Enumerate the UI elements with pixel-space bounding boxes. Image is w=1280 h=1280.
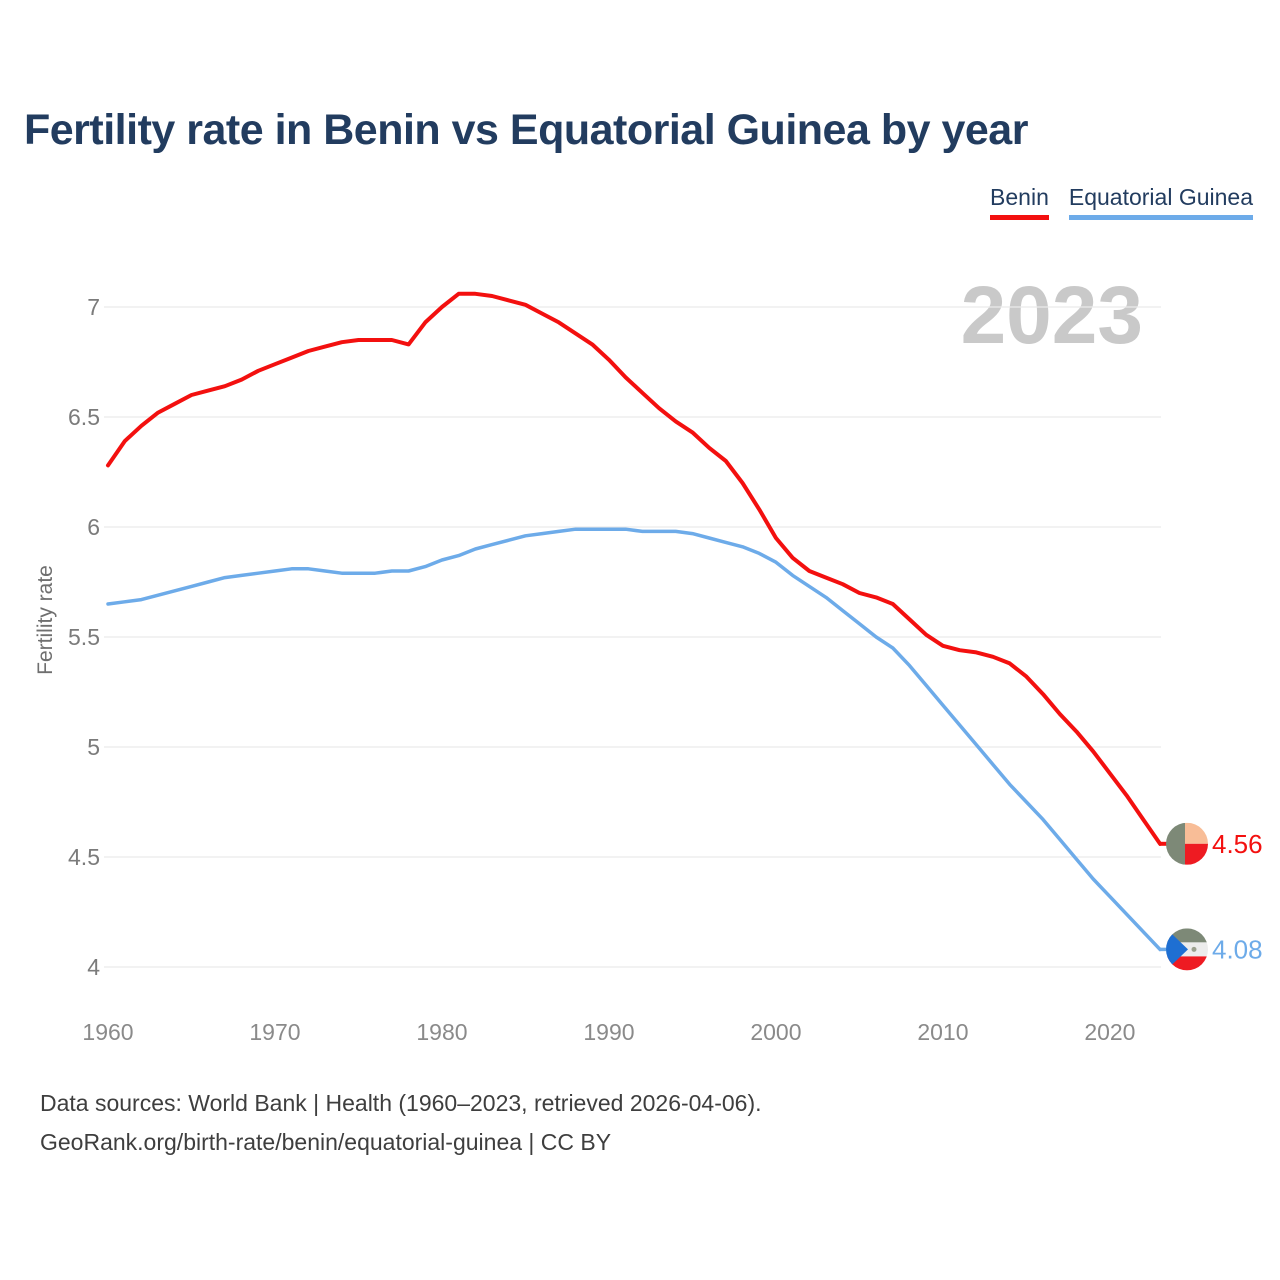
watermark-year: 2023 [961, 270, 1143, 361]
x-tick-label: 2010 [917, 1019, 968, 1045]
y-tick-label: 6.5 [68, 404, 100, 430]
y-tick-label: 6 [87, 514, 100, 540]
x-tick-label: 1980 [416, 1019, 467, 1045]
x-tick-label: 1970 [249, 1019, 300, 1045]
y-tick-label: 4.5 [68, 844, 100, 870]
benin-end-value-label: 4.56 [1212, 829, 1263, 859]
y-tick-label: 5.5 [68, 624, 100, 650]
legend-item-equatorial-guinea[interactable]: Equatorial Guinea [1068, 184, 1253, 220]
gridlines [104, 306, 1161, 968]
benin-flag-icon [1166, 822, 1208, 865]
equatorial-guinea-end-value-label: 4.08 [1212, 934, 1263, 964]
page-title: Fertility rate in Benin vs Equatorial Gu… [24, 106, 1028, 154]
y-axis-title: Fertility rate [34, 565, 57, 675]
y-axis-tick-labels: 7 6.5 6 5.5 5 4.5 4 [68, 294, 100, 980]
x-tick-label: 2000 [750, 1019, 801, 1045]
data-sources-text: Data sources: World Bank | Health (1960–… [40, 1090, 762, 1116]
equatorial-guinea-line[interactable] [106, 527, 1162, 952]
y-tick-label: 5 [87, 734, 100, 760]
y-tick-label: 4 [87, 954, 100, 980]
equatorial-guinea-flag-icon [1166, 928, 1208, 971]
attribution-text: GeoRank.org/birth-rate/benin/equatorial-… [40, 1129, 612, 1155]
legend-item-benin[interactable]: Benin [990, 184, 1049, 220]
x-tick-label: 1990 [583, 1019, 634, 1045]
y-tick-label: 7 [87, 294, 100, 320]
x-axis-tick-labels: 1960 1970 1980 1990 2000 2010 2020 [82, 1019, 1135, 1045]
chart-footer: Data sources: World Bank | Health (1960–… [40, 1084, 762, 1162]
series-lines [106, 291, 1162, 952]
x-tick-label: 1960 [82, 1019, 133, 1045]
benin-line[interactable] [106, 291, 1162, 846]
series-end-markers: 4.56 4.08 [1159, 822, 1263, 971]
x-tick-label: 2020 [1084, 1019, 1135, 1045]
legend: Benin Equatorial Guinea [990, 184, 1253, 220]
